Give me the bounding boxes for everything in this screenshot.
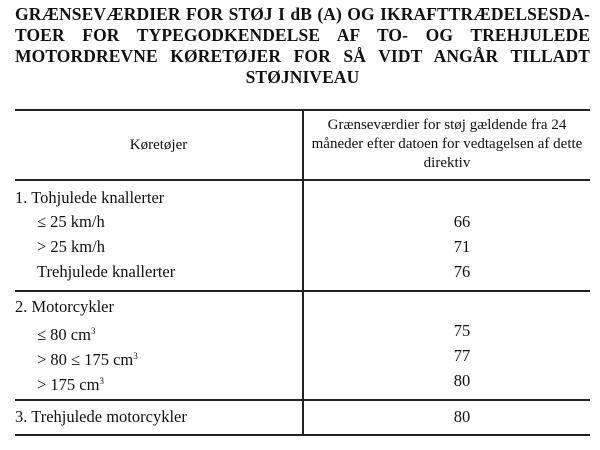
row-label: 3. Trehjulede motorcykler	[15, 407, 187, 426]
section-rule	[15, 290, 590, 292]
title-line: STØJNIVEAU	[245, 67, 360, 87]
table-row: > 175 cm3 80	[15, 369, 590, 394]
table-row: 3. Trehjulede motorcykler 80	[15, 405, 590, 429]
header-vehicle: Køretøjer	[129, 136, 188, 153]
row-label: > 80 ≤ 175 cm3	[37, 350, 138, 369]
header-rule	[15, 179, 590, 181]
row-value: 77	[453, 346, 471, 365]
row-value: 76	[453, 262, 471, 281]
row-label: > 25 km/h	[37, 237, 105, 256]
table-row: > 80 ≤ 175 cm3 77	[15, 344, 590, 369]
header-limit: Grænseværdier for støj gældende fra 24 m…	[311, 117, 583, 171]
row-value: 80	[453, 407, 471, 426]
title-line: TOER FOR TYPEGODKENDELSE AF TO- OG TREHJ…	[15, 25, 590, 45]
table-row: 2. Motorcykler	[15, 295, 590, 319]
title-line: MOTORDREVNE KØRETØJER FOR SÅ VIDT ANGÅR …	[15, 46, 590, 66]
table-row: Trehjulede knallerter 76	[15, 260, 590, 284]
table-row: ≤ 80 cm3 75	[15, 319, 590, 344]
table-row: > 25 km/h 71	[15, 235, 590, 259]
column-divider	[302, 110, 304, 436]
section-rule	[15, 399, 590, 401]
row-value: 66	[453, 212, 471, 231]
row-label: ≤ 25 km/h	[37, 212, 105, 231]
row-value: 75	[453, 321, 471, 340]
row-label: 1. Tohjulede knallerter	[15, 188, 165, 207]
table-bottom-rule	[15, 434, 590, 436]
row-label: ≤ 80 cm3	[37, 325, 96, 344]
table-row: ≤ 25 km/h 66	[15, 210, 590, 234]
title-line: GRÆNSEVÆRDIER FOR STØJ I dB (A) OG IKRAF…	[15, 4, 590, 24]
row-value: 71	[453, 237, 471, 256]
row-label: 2. Motorcykler	[15, 297, 114, 316]
document-title: GRÆNSEVÆRDIER FOR STØJ I dB (A) OG IKRAF…	[15, 4, 590, 88]
table-row: 1. Tohjulede knallerter	[15, 186, 590, 210]
row-label: Trehjulede knallerter	[37, 262, 176, 281]
row-value: 80	[453, 371, 471, 390]
row-label: > 175 cm3	[37, 375, 104, 394]
